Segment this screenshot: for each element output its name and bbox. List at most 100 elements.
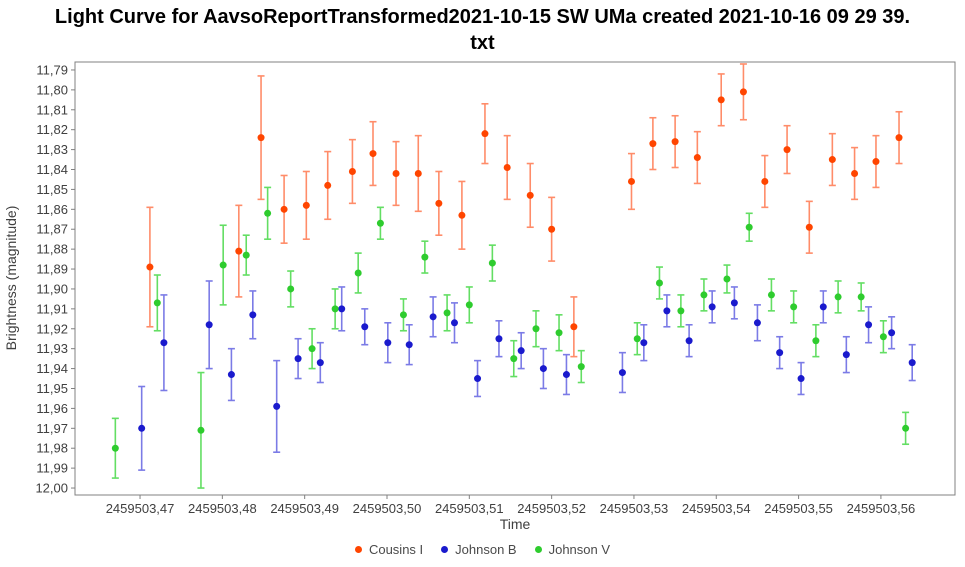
data-point-johnson-v[interactable]	[421, 253, 429, 261]
data-point-johnson-v[interactable]	[465, 301, 473, 309]
data-point-johnson-b[interactable]	[384, 339, 392, 347]
data-point-johnson-b[interactable]	[663, 307, 671, 315]
data-point-cousins-i[interactable]	[392, 169, 400, 177]
data-point-johnson-v[interactable]	[677, 307, 685, 315]
data-point-johnson-b[interactable]	[205, 321, 213, 329]
data-point-cousins-i[interactable]	[570, 323, 578, 331]
data-point-johnson-b[interactable]	[474, 375, 482, 383]
data-point-cousins-i[interactable]	[503, 164, 511, 172]
data-point-johnson-v[interactable]	[510, 355, 518, 363]
data-point-cousins-i[interactable]	[458, 211, 466, 219]
x-tick-label: 2459503,50	[353, 501, 422, 516]
data-point-johnson-b[interactable]	[842, 351, 850, 359]
data-point-cousins-i[interactable]	[302, 201, 310, 209]
plot-border	[74, 61, 956, 496]
data-point-johnson-v[interactable]	[399, 311, 407, 319]
data-point-johnson-v[interactable]	[111, 444, 119, 452]
data-point-cousins-i[interactable]	[435, 199, 443, 207]
data-point-cousins-i[interactable]	[146, 263, 154, 271]
data-point-cousins-i[interactable]	[671, 138, 679, 146]
data-point-johnson-v[interactable]	[443, 309, 451, 317]
data-point-johnson-b[interactable]	[429, 313, 437, 321]
data-point-cousins-i[interactable]	[369, 150, 377, 158]
data-point-johnson-b[interactable]	[908, 359, 916, 367]
data-point-johnson-b[interactable]	[273, 402, 281, 410]
data-point-johnson-b[interactable]	[405, 341, 413, 349]
data-point-johnson-v[interactable]	[532, 325, 540, 333]
data-point-johnson-v[interactable]	[219, 261, 227, 269]
data-point-cousins-i[interactable]	[526, 191, 534, 199]
data-point-johnson-b[interactable]	[160, 339, 168, 347]
data-point-cousins-i[interactable]	[235, 247, 243, 255]
data-point-cousins-i[interactable]	[348, 167, 356, 175]
data-point-johnson-v[interactable]	[153, 299, 161, 307]
data-point-cousins-i[interactable]	[693, 154, 701, 162]
data-point-cousins-i[interactable]	[257, 134, 265, 142]
x-tick-label: 2459503,48	[188, 501, 257, 516]
data-point-johnson-b[interactable]	[865, 321, 873, 329]
data-point-johnson-v[interactable]	[577, 363, 585, 371]
data-point-johnson-v[interactable]	[723, 275, 731, 283]
data-point-johnson-v[interactable]	[242, 251, 250, 259]
data-point-cousins-i[interactable]	[828, 156, 836, 164]
data-point-johnson-v[interactable]	[655, 279, 663, 287]
data-point-johnson-v[interactable]	[308, 345, 316, 353]
data-point-cousins-i[interactable]	[280, 205, 288, 213]
data-point-johnson-b[interactable]	[562, 371, 570, 379]
data-point-johnson-b[interactable]	[640, 339, 648, 347]
data-point-johnson-v[interactable]	[879, 333, 887, 341]
data-point-johnson-v[interactable]	[767, 291, 775, 299]
data-point-cousins-i[interactable]	[627, 177, 635, 185]
data-point-johnson-v[interactable]	[555, 329, 563, 337]
data-point-cousins-i[interactable]	[649, 140, 657, 148]
data-point-johnson-b[interactable]	[316, 359, 324, 367]
data-point-johnson-b[interactable]	[753, 319, 761, 327]
data-point-johnson-v[interactable]	[812, 337, 820, 345]
data-point-johnson-b[interactable]	[685, 337, 693, 345]
data-point-johnson-v[interactable]	[834, 293, 842, 301]
data-point-johnson-v[interactable]	[857, 293, 865, 301]
data-point-johnson-b[interactable]	[797, 375, 805, 383]
data-point-johnson-b[interactable]	[888, 329, 896, 337]
data-point-johnson-v[interactable]	[790, 303, 798, 311]
data-point-johnson-b[interactable]	[450, 319, 458, 327]
data-point-cousins-i[interactable]	[761, 177, 769, 185]
data-point-cousins-i[interactable]	[805, 223, 813, 231]
data-point-johnson-v[interactable]	[264, 209, 272, 217]
data-point-johnson-v[interactable]	[287, 285, 295, 293]
data-point-johnson-b[interactable]	[776, 349, 784, 357]
data-point-cousins-i[interactable]	[414, 169, 422, 177]
data-point-johnson-b[interactable]	[730, 299, 738, 307]
data-point-johnson-v[interactable]	[197, 426, 205, 434]
data-point-johnson-b[interactable]	[819, 303, 827, 311]
data-point-johnson-v[interactable]	[633, 335, 641, 343]
data-point-johnson-b[interactable]	[338, 305, 346, 313]
data-point-johnson-v[interactable]	[700, 291, 708, 299]
data-point-johnson-v[interactable]	[745, 223, 753, 231]
data-point-cousins-i[interactable]	[739, 88, 747, 96]
data-point-cousins-i[interactable]	[783, 146, 791, 154]
data-point-cousins-i[interactable]	[324, 181, 332, 189]
data-point-cousins-i[interactable]	[481, 130, 489, 138]
data-point-johnson-b[interactable]	[227, 371, 235, 379]
data-point-johnson-b[interactable]	[517, 347, 525, 355]
data-point-johnson-v[interactable]	[488, 259, 496, 267]
data-point-johnson-b[interactable]	[618, 369, 626, 377]
data-point-cousins-i[interactable]	[717, 96, 725, 104]
data-point-johnson-b[interactable]	[539, 365, 547, 373]
data-point-johnson-v[interactable]	[902, 424, 910, 432]
data-point-johnson-b[interactable]	[708, 303, 716, 311]
data-point-johnson-b[interactable]	[138, 424, 146, 432]
data-point-johnson-b[interactable]	[249, 311, 257, 319]
data-point-cousins-i[interactable]	[548, 225, 556, 233]
data-point-johnson-b[interactable]	[495, 335, 503, 343]
data-point-johnson-v[interactable]	[354, 269, 362, 277]
data-point-johnson-b[interactable]	[361, 323, 369, 331]
data-point-cousins-i[interactable]	[851, 169, 859, 177]
data-point-cousins-i[interactable]	[872, 158, 880, 166]
data-point-johnson-v[interactable]	[331, 305, 339, 313]
data-point-johnson-b[interactable]	[294, 355, 302, 363]
data-point-johnson-v[interactable]	[376, 219, 384, 227]
data-point-cousins-i[interactable]	[895, 134, 903, 142]
